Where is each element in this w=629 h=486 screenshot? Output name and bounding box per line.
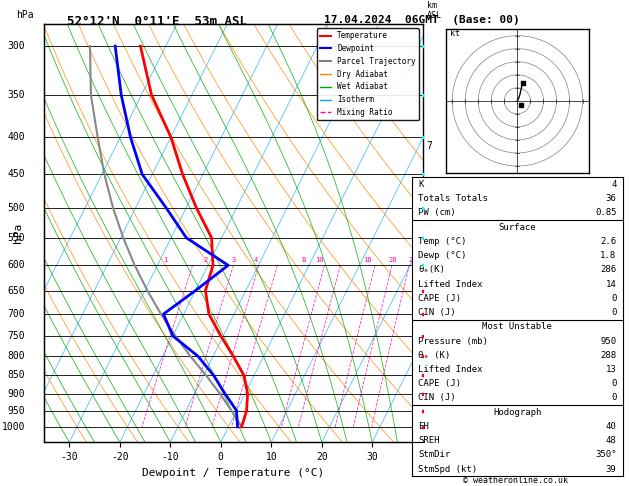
Text: 4: 4	[611, 180, 616, 189]
Text: 14: 14	[606, 279, 616, 289]
Text: 288: 288	[600, 351, 616, 360]
Text: © weatheronline.co.uk: © weatheronline.co.uk	[464, 475, 568, 485]
Text: 36: 36	[606, 194, 616, 203]
Text: Surface: Surface	[499, 223, 536, 232]
Text: PW (cm): PW (cm)	[418, 208, 456, 217]
Text: 17.04.2024  06GMT  (Base: 00): 17.04.2024 06GMT (Base: 00)	[323, 15, 520, 25]
Text: Dewp (°C): Dewp (°C)	[418, 251, 467, 260]
Text: 850: 850	[8, 370, 25, 381]
Text: Mixing Ratio (g/kg): Mixing Ratio (g/kg)	[433, 177, 443, 289]
Text: 52°12'N  0°11'E  53m ASL: 52°12'N 0°11'E 53m ASL	[67, 15, 247, 28]
Text: 700: 700	[8, 309, 25, 319]
Text: 8: 8	[302, 257, 306, 263]
Text: 39: 39	[606, 465, 616, 474]
Text: θₑ (K): θₑ (K)	[418, 351, 450, 360]
Text: 750: 750	[8, 331, 25, 341]
Text: 0: 0	[611, 308, 616, 317]
Text: 10: 10	[315, 257, 323, 263]
Text: kt: kt	[450, 29, 460, 38]
Text: 48: 48	[606, 436, 616, 445]
Text: 1000: 1000	[2, 422, 25, 432]
Text: CAPE (J): CAPE (J)	[418, 294, 461, 303]
Text: Hodograph: Hodograph	[493, 408, 542, 417]
Text: 6: 6	[426, 184, 432, 194]
Text: 286: 286	[600, 265, 616, 275]
Text: θₑ(K): θₑ(K)	[418, 265, 445, 275]
Text: hPa: hPa	[16, 10, 34, 20]
Text: 0: 0	[611, 379, 616, 388]
Text: km
ASL: km ASL	[426, 0, 442, 20]
Text: 500: 500	[8, 203, 25, 213]
Text: Temp (°C): Temp (°C)	[418, 237, 467, 246]
Text: 350°: 350°	[595, 451, 616, 459]
X-axis label: Dewpoint / Temperature (°C): Dewpoint / Temperature (°C)	[142, 468, 325, 478]
Text: Most Unstable: Most Unstable	[482, 322, 552, 331]
Text: StmDir: StmDir	[418, 451, 450, 459]
Text: EH: EH	[418, 422, 429, 431]
Text: 4: 4	[254, 257, 258, 263]
Text: CAPE (J): CAPE (J)	[418, 379, 461, 388]
Text: CIN (J): CIN (J)	[418, 308, 456, 317]
Legend: Temperature, Dewpoint, Parcel Trajectory, Dry Adiabat, Wet Adiabat, Isotherm, Mi: Temperature, Dewpoint, Parcel Trajectory…	[316, 28, 419, 120]
Text: 3: 3	[231, 257, 235, 263]
Text: 900: 900	[8, 388, 25, 399]
Text: 950: 950	[600, 337, 616, 346]
Text: CIN (J): CIN (J)	[418, 394, 456, 402]
Text: StmSpd (kt): StmSpd (kt)	[418, 465, 477, 474]
Text: 2: 2	[203, 257, 208, 263]
Text: 650: 650	[8, 286, 25, 295]
Text: 0: 0	[611, 394, 616, 402]
Text: SREH: SREH	[418, 436, 440, 445]
Text: hPa: hPa	[13, 223, 23, 243]
Text: 3: 3	[426, 309, 432, 319]
Text: 950: 950	[8, 406, 25, 416]
Text: 7: 7	[426, 140, 432, 151]
Text: 25: 25	[408, 257, 417, 263]
Text: 1: 1	[163, 257, 167, 263]
Text: 800: 800	[8, 351, 25, 361]
Text: 400: 400	[8, 132, 25, 142]
Text: 450: 450	[8, 169, 25, 179]
Text: Lifted Index: Lifted Index	[418, 279, 483, 289]
Text: 40: 40	[606, 422, 616, 431]
Text: Totals Totals: Totals Totals	[418, 194, 488, 203]
Text: 300: 300	[8, 41, 25, 51]
Text: Pressure (mb): Pressure (mb)	[418, 337, 488, 346]
Text: LCL: LCL	[426, 419, 442, 428]
Text: K: K	[418, 180, 424, 189]
Text: 5: 5	[426, 227, 432, 237]
Text: 16: 16	[363, 257, 371, 263]
Text: 550: 550	[8, 233, 25, 243]
Text: 13: 13	[606, 365, 616, 374]
Text: 2: 2	[426, 349, 432, 359]
Text: 350: 350	[8, 90, 25, 100]
Text: 2.6: 2.6	[600, 237, 616, 246]
Text: 4: 4	[426, 269, 432, 278]
Text: 1.8: 1.8	[600, 251, 616, 260]
Text: Lifted Index: Lifted Index	[418, 365, 483, 374]
Text: 0: 0	[611, 294, 616, 303]
Text: 600: 600	[8, 260, 25, 270]
Text: 0.85: 0.85	[595, 208, 616, 217]
Text: 1: 1	[426, 388, 432, 398]
Text: 20: 20	[388, 257, 397, 263]
